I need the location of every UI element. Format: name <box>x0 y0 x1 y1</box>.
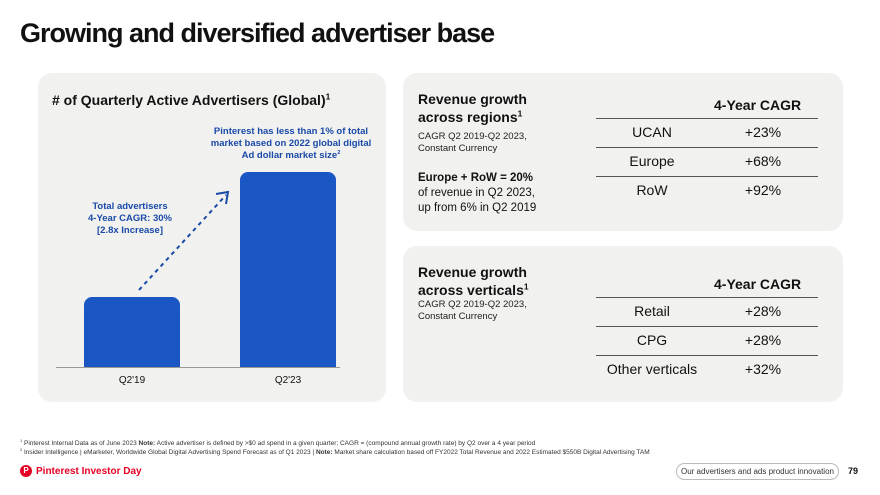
vertical-name: CPG <box>636 332 668 348</box>
growth-note-line2: 4-Year CAGR: 30% <box>88 213 172 224</box>
regions-divider <box>596 147 818 148</box>
vertical-name: Retail <box>634 303 670 319</box>
regions-note: Europe + RoW = 20% of revenue in Q2 2023… <box>418 172 537 214</box>
section-pill: Our advertisers and ads product innovati… <box>676 463 839 480</box>
advertisers-heading: # of Quarterly Active Advertisers (Globa… <box>52 91 331 108</box>
verticals-panel <box>403 246 843 402</box>
pinterest-logo: P Pinterest Investor Day <box>20 465 142 477</box>
page-title: Growing and diversified advertiser base <box>20 18 495 48</box>
regions-divider <box>596 118 818 119</box>
page-number: 79 <box>848 466 859 476</box>
verticals-divider <box>596 355 818 356</box>
x-label-q2-23: Q2'23 <box>274 375 302 386</box>
growth-note-line3: [2.8x Increase] <box>96 225 163 236</box>
regions-divider <box>596 176 818 177</box>
verticals-title: Revenue growth across verticals1 <box>418 264 529 298</box>
growth-arrow <box>138 190 230 291</box>
region-name: RoW <box>636 182 668 198</box>
verticals-col-header: 4-Year CAGR <box>714 276 802 292</box>
vertical-value: +28% <box>744 303 782 319</box>
regions-col-header: 4-Year CAGR <box>714 97 802 113</box>
regions-panel <box>403 73 843 231</box>
region-name: UCAN <box>632 124 672 140</box>
vertical-name: Other verticals <box>606 361 698 377</box>
region-value: +68% <box>744 153 782 169</box>
bar-q2-23 <box>240 172 336 367</box>
verticals-divider <box>596 326 818 327</box>
growth-note-line1: Total advertisers <box>92 201 168 212</box>
pinterest-p-icon: P <box>20 465 32 477</box>
region-value: +23% <box>744 124 782 140</box>
growth-note: Total advertisers 4-Year CAGR: 30% [2.8x… <box>82 201 178 237</box>
regions-title: Revenue growth across regions1 <box>418 91 527 125</box>
vertical-value: +28% <box>744 332 782 348</box>
chart-baseline <box>56 367 340 368</box>
footnote-2: 2 Insider Intelligence | eMarketer, Worl… <box>20 446 650 456</box>
region-value: +92% <box>744 182 782 198</box>
vertical-value: +32% <box>744 361 782 377</box>
x-label-q2-19: Q2'19 <box>118 375 146 386</box>
logo-text: Pinterest Investor Day <box>36 465 142 477</box>
region-name: Europe <box>629 153 675 169</box>
footnote-1: 1 Pinterest Internal Data as of June 202… <box>20 437 536 447</box>
bar-q2-19 <box>84 297 180 367</box>
regions-subtitle: CAGR Q2 2019-Q2 2023, Constant Currency <box>418 131 527 154</box>
market-share-note: Pinterest has less than 1% of total mark… <box>210 126 372 161</box>
verticals-divider <box>596 297 818 298</box>
verticals-subtitle: CAGR Q2 2019-Q2 2023, Constant Currency <box>418 299 527 322</box>
